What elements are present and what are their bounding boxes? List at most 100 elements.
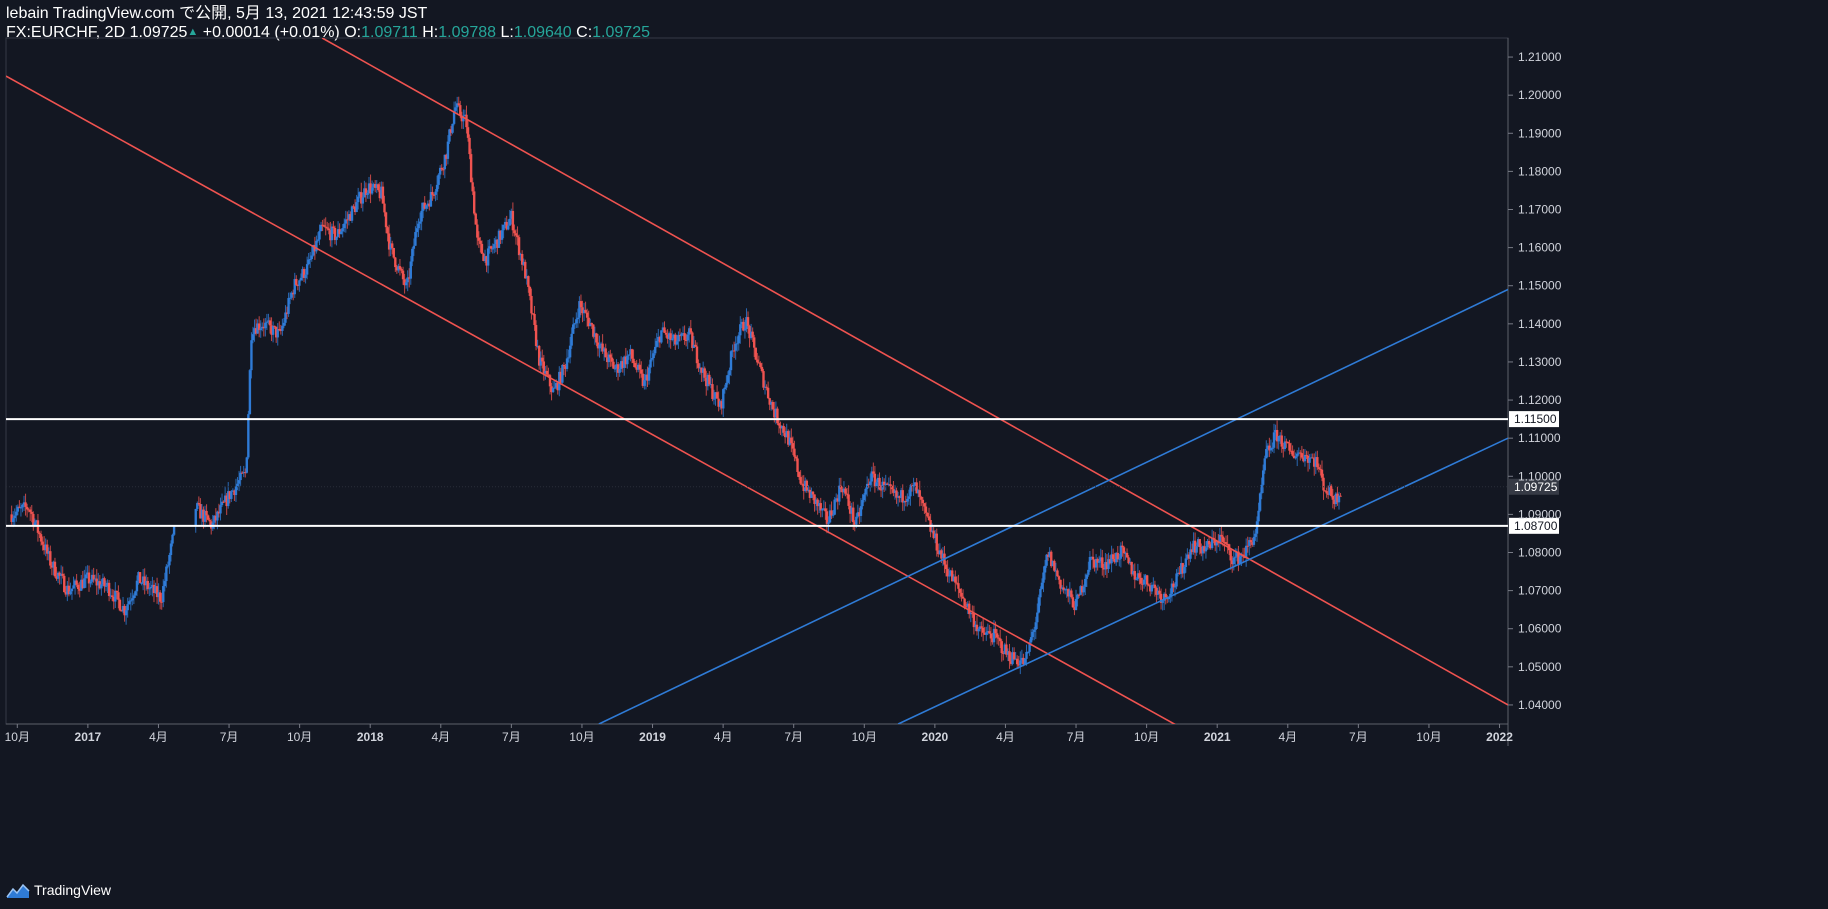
candle-body — [1320, 469, 1324, 478]
candle-body — [239, 472, 242, 481]
candle-body — [1142, 579, 1146, 585]
candle-body — [1082, 586, 1085, 593]
candle-body — [13, 515, 16, 519]
candle-body — [247, 414, 250, 458]
candle-body — [454, 107, 457, 111]
candle-body — [1122, 547, 1126, 554]
candle-body — [1003, 644, 1007, 655]
candle-body — [985, 632, 988, 635]
candle-body — [1190, 549, 1194, 553]
candle-body — [1313, 458, 1316, 467]
candle-body — [118, 599, 122, 611]
candle-body — [975, 624, 979, 632]
candle-body — [460, 115, 464, 122]
candle-body — [643, 380, 646, 386]
candle-body — [923, 503, 926, 507]
candle-body — [503, 221, 507, 225]
x-tick-label: 2021 — [1204, 730, 1231, 744]
candle-body — [1277, 436, 1280, 442]
candle-body — [61, 573, 64, 576]
candle-body — [550, 386, 553, 393]
candle-body — [881, 481, 884, 490]
candle-body — [27, 509, 30, 511]
candle-body — [505, 221, 508, 230]
candle-body — [1258, 493, 1262, 511]
candle-body — [1192, 540, 1195, 553]
candle-body — [802, 484, 805, 492]
candle-body — [203, 510, 207, 522]
candle-body — [234, 486, 238, 496]
candle-body — [527, 276, 530, 287]
candle-body — [106, 582, 109, 586]
candle-body — [134, 591, 137, 596]
candle-body — [124, 610, 128, 616]
candle-body — [706, 374, 710, 387]
candle-body — [1102, 567, 1106, 570]
candle-body — [423, 202, 426, 209]
y-tick-label: 1.07000 — [1518, 584, 1562, 598]
candle-body — [740, 321, 744, 325]
candle-body — [947, 575, 951, 577]
symbol-label[interactable]: FX:EURCHF, 2D — [6, 24, 126, 41]
candle-body — [455, 103, 459, 108]
candle-body — [1098, 561, 1101, 563]
candle-body — [83, 578, 86, 589]
candle-body — [257, 323, 261, 331]
candle-body — [717, 398, 720, 407]
x-tick-label: 10月 — [5, 730, 30, 744]
candle-body — [941, 553, 945, 559]
price-chart[interactable]: 1.11500 1.08700 1.09725 1.04000 1.05000 1.06… — [0, 0, 1828, 880]
candle-body — [980, 626, 983, 628]
candle-body — [633, 362, 637, 368]
candle-body — [273, 325, 276, 327]
candle-body — [879, 489, 883, 491]
candle-body — [1048, 551, 1051, 557]
candle-body — [525, 276, 529, 279]
candle-body — [24, 502, 27, 507]
candle-body — [889, 484, 892, 486]
candle-body — [819, 503, 822, 511]
candle-body — [675, 341, 679, 345]
candle-body — [972, 613, 976, 628]
candle-body — [1065, 589, 1068, 591]
candle-body — [1012, 652, 1016, 660]
last-price-box — [1509, 478, 1559, 495]
candle-body — [1118, 558, 1121, 560]
x-tick-label: 10月 — [1134, 730, 1159, 744]
candle-body — [1088, 556, 1092, 570]
candle-body — [112, 596, 115, 602]
candle-body — [558, 371, 561, 391]
candle-body — [677, 335, 680, 342]
candle-body — [783, 432, 787, 438]
candle-body — [312, 245, 315, 256]
candle-body — [867, 483, 870, 485]
candle-body — [1224, 542, 1228, 544]
last-price-label: 1.09725 — [1514, 480, 1558, 494]
candle-body — [1139, 577, 1143, 584]
candle-body — [466, 127, 470, 138]
candle-body — [155, 586, 159, 598]
candle-body — [734, 343, 737, 351]
candle-body — [524, 261, 527, 279]
candle-body — [1046, 554, 1050, 557]
candle-body — [1178, 572, 1181, 575]
candle-body — [903, 500, 906, 503]
candle-body — [1153, 584, 1157, 588]
candle-body — [1229, 550, 1232, 561]
candle-body — [1336, 493, 1339, 503]
candle-body — [545, 370, 549, 375]
ohlc-line: FX:EURCHF, 2D 1.09725▲ +0.00014 (+0.01%)… — [6, 22, 650, 43]
candle-body — [251, 334, 255, 341]
candle-body — [1026, 651, 1030, 653]
brand-name[interactable]: TradingView — [34, 882, 112, 898]
candle-body — [901, 490, 904, 503]
candle-body — [194, 508, 197, 527]
candle-body — [288, 297, 292, 299]
candle-body — [780, 425, 784, 429]
candle-body — [47, 551, 50, 554]
candle-body — [324, 226, 327, 228]
candle-body — [1028, 642, 1031, 652]
candle-body — [726, 375, 730, 383]
candle-body — [1333, 499, 1336, 505]
candle-body — [800, 483, 804, 485]
